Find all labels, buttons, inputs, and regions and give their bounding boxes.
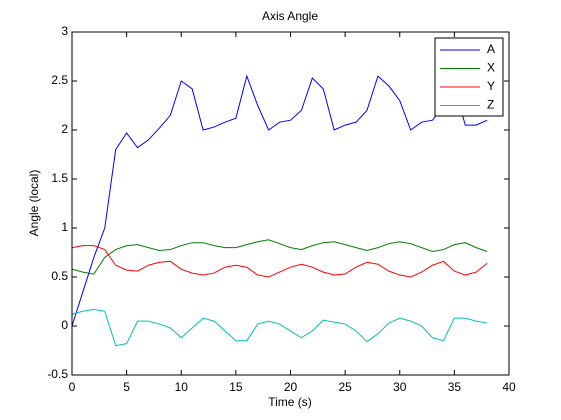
data-line (71, 245, 488, 278)
legend-label: Y (487, 79, 495, 93)
x-tick-label: 25 (338, 380, 352, 394)
legend-label: Z (487, 98, 494, 112)
x-tick-label: 10 (175, 380, 189, 394)
x-tick-label: 0 (69, 380, 76, 394)
y-tick-label: 1.5 (51, 171, 68, 185)
legend-box (434, 37, 504, 117)
y-tick-label: 2.5 (51, 73, 68, 87)
axes-box (71, 31, 510, 376)
x-tick-label: 40 (502, 380, 516, 394)
data-line (71, 308, 488, 347)
x-tick-label: 30 (393, 380, 407, 394)
x-tick-label: 15 (229, 380, 243, 394)
data-line (71, 239, 488, 275)
y-tick-label: 3 (61, 24, 68, 38)
y-tick-label: -0.5 (47, 367, 68, 381)
x-axis-label: Time (s) (268, 395, 312, 409)
x-tick-label: 20 (284, 380, 298, 394)
y-axis-label: Angle (local) (27, 170, 41, 237)
y-tick-label: 1 (61, 220, 68, 234)
y-tick-label: 2 (61, 122, 68, 136)
x-tick-label: 35 (448, 380, 462, 394)
y-tick-label: 0 (61, 318, 68, 332)
x-tick-label: 5 (123, 380, 130, 394)
data-line (71, 74, 488, 327)
y-tick-label: 0.5 (51, 269, 68, 283)
legend-label: A (487, 42, 495, 56)
legend-label: X (487, 61, 495, 75)
chart-title: Axis Angle (262, 9, 318, 23)
